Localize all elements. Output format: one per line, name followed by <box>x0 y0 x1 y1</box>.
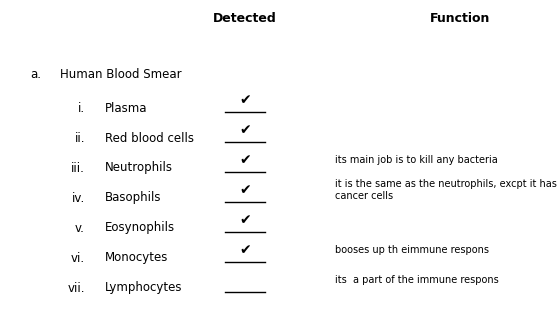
Text: v.: v. <box>75 222 85 234</box>
Text: Plasma: Plasma <box>105 101 147 114</box>
Text: ✔: ✔ <box>239 243 251 257</box>
Text: it is the same as the neutrophils, excpt it has to do with
cancer cells: it is the same as the neutrophils, excpt… <box>335 179 558 201</box>
Text: ✔: ✔ <box>239 213 251 227</box>
Text: iii.: iii. <box>71 162 85 175</box>
Text: Monocytes: Monocytes <box>105 251 169 264</box>
Text: ✔: ✔ <box>239 153 251 167</box>
Text: Neutrophils: Neutrophils <box>105 162 173 175</box>
Text: Function: Function <box>430 12 490 25</box>
Text: iv.: iv. <box>72 192 85 205</box>
Text: Eosynophils: Eosynophils <box>105 222 175 234</box>
Text: vii.: vii. <box>68 281 85 294</box>
Text: a.: a. <box>30 68 41 81</box>
Text: Red blood cells: Red blood cells <box>105 131 194 144</box>
Text: ✔: ✔ <box>239 183 251 197</box>
Text: Lymphocytes: Lymphocytes <box>105 281 182 294</box>
Text: ✔: ✔ <box>239 123 251 137</box>
Text: ii.: ii. <box>75 131 85 144</box>
Text: ✔: ✔ <box>239 93 251 107</box>
Text: its  a part of the immune respons: its a part of the immune respons <box>335 275 499 285</box>
Text: booses up th eimmune respons: booses up th eimmune respons <box>335 245 489 255</box>
Text: vi.: vi. <box>71 251 85 264</box>
Text: Basophils: Basophils <box>105 192 161 205</box>
Text: its main job is to kill any bacteria: its main job is to kill any bacteria <box>335 155 498 165</box>
Text: i.: i. <box>78 101 85 114</box>
Text: Detected: Detected <box>213 12 277 25</box>
Text: Human Blood Smear: Human Blood Smear <box>60 68 181 81</box>
